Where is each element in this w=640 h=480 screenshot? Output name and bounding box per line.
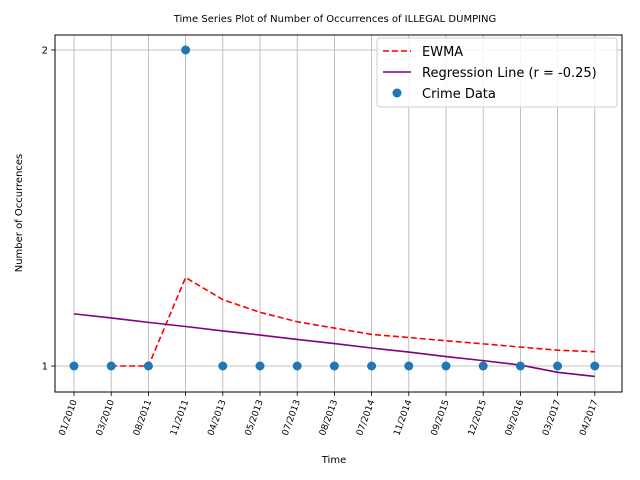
- data-point: [181, 45, 191, 55]
- data-point: [515, 361, 525, 371]
- data-point: [590, 361, 600, 371]
- legend: EWMA Regression Line (r = -0.25) Crime Dat…: [376, 37, 618, 108]
- data-point: [367, 361, 377, 371]
- series-layer: [69, 45, 600, 378]
- legend-label: EWMA: [422, 45, 463, 60]
- data-point: [553, 361, 563, 371]
- x-tick-label: 08/2013: [318, 399, 340, 438]
- x-tick-label: 05/2013: [244, 399, 266, 438]
- x-tick-label: 11/2011: [169, 399, 191, 438]
- x-tick-label: 07/2013: [281, 399, 303, 438]
- data-point: [478, 361, 488, 371]
- y-axis-label: Number of Occurrences: [14, 154, 25, 273]
- data-point: [441, 361, 451, 371]
- data-point: [329, 361, 339, 371]
- data-point: [106, 361, 116, 371]
- legend-label: Regression Line (r = -0.25): [422, 66, 597, 81]
- data-point: [404, 361, 414, 371]
- legend-swatch: [392, 88, 402, 98]
- series-line-ewma: [111, 276, 595, 367]
- x-tick-label: 03/2017: [541, 399, 563, 438]
- legend-label: Crime Data: [422, 87, 496, 102]
- y-tick-label: 1: [42, 362, 48, 373]
- series-line-regression-line-r-0-25: [73, 313, 595, 378]
- x-tick-label: 09/2016: [504, 398, 526, 437]
- x-tick-label: 07/2014: [355, 398, 377, 437]
- legend-box: [376, 37, 618, 108]
- x-tick-label: 12/2015: [467, 399, 489, 438]
- x-tick-label: 01/2010: [58, 398, 80, 437]
- data-point: [143, 361, 153, 371]
- data-point: [218, 361, 228, 371]
- x-tick-label: 09/2015: [430, 399, 452, 438]
- x-tick-label: 11/2014: [392, 398, 414, 437]
- y-tick-label: 2: [42, 46, 48, 57]
- data-point: [255, 361, 265, 371]
- x-tick-label: 04/2017: [578, 399, 600, 438]
- x-tick-label: 03/2010: [95, 398, 117, 437]
- data-point: [292, 361, 302, 371]
- x-tick-label: 04/2013: [206, 399, 228, 438]
- chart-title: Time Series Plot of Number of Occurrence…: [173, 14, 497, 25]
- x-tick-label: 08/2011: [132, 399, 154, 438]
- plot-frame: [54, 34, 623, 393]
- x-axis-label: Time: [321, 455, 346, 466]
- data-point: [69, 361, 79, 371]
